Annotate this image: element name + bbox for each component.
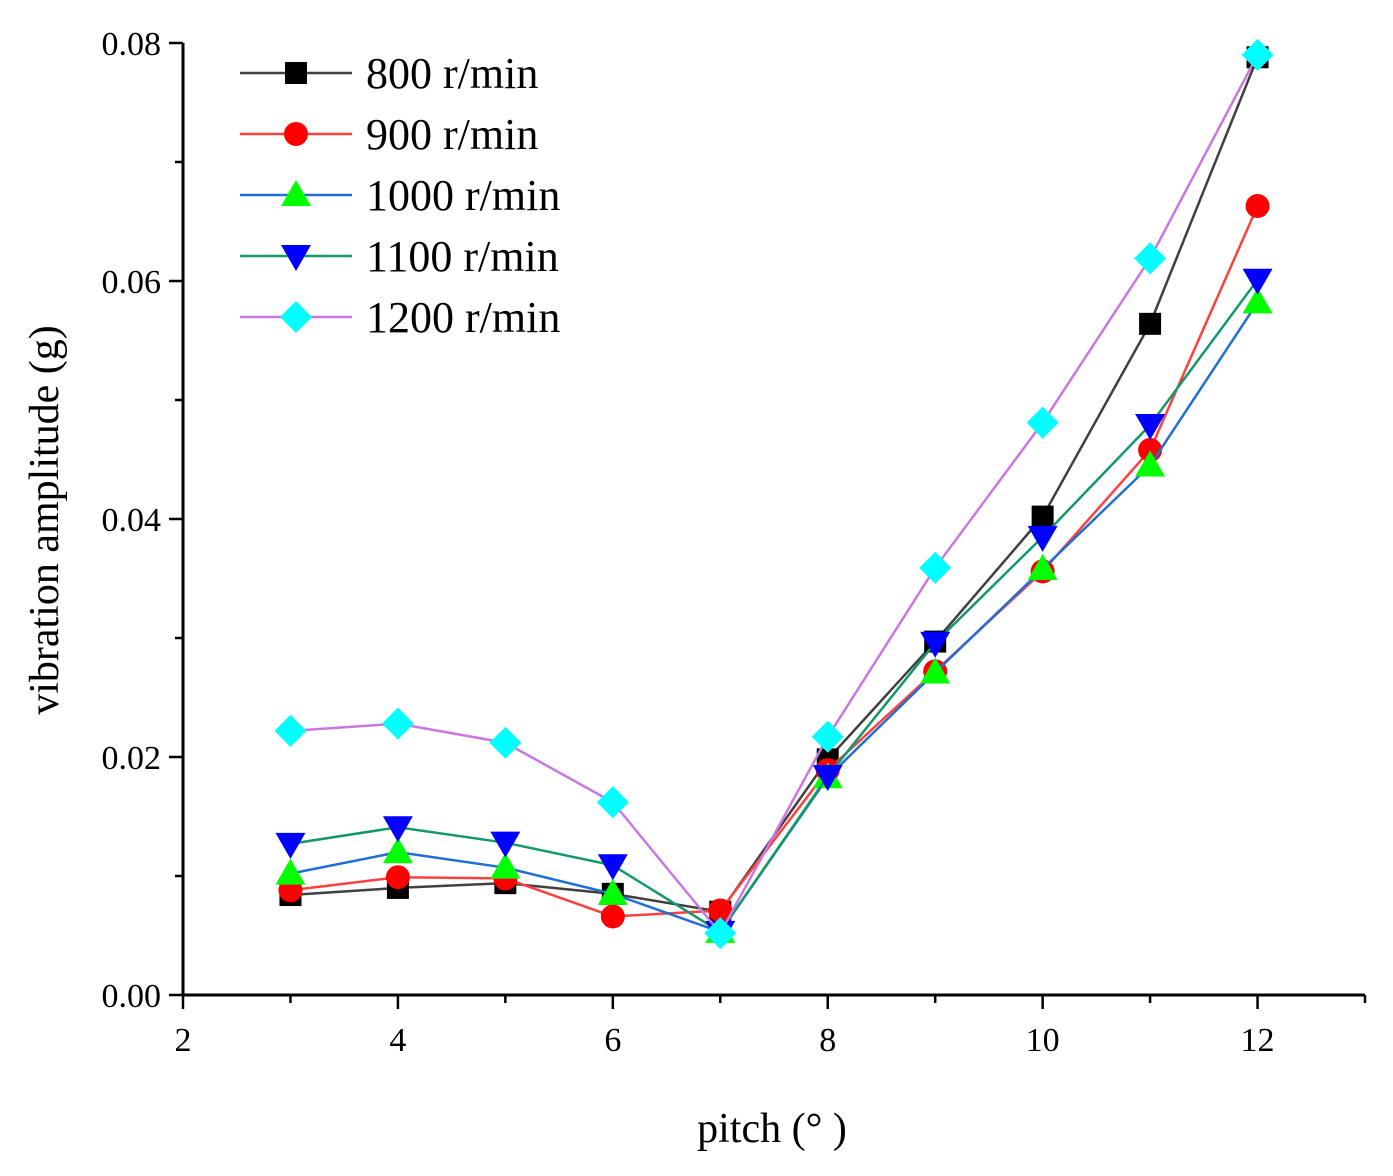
legend-swatch-marker: [284, 122, 308, 146]
legend: 800 r/min 900 r/min 1000 r/min 1100 r/min 12…: [240, 49, 560, 342]
data-point: [1026, 406, 1059, 439]
legend-label: 1200 r/min: [366, 293, 560, 342]
data-point: [1135, 413, 1166, 440]
data-point: [1242, 268, 1273, 295]
x-tick-label: 2: [175, 1022, 192, 1059]
data-point: [1241, 38, 1274, 71]
legend-label: 1100 r/min: [366, 232, 559, 281]
y-tick-label: 0.04: [102, 502, 162, 539]
data-point: [1027, 525, 1058, 552]
data-point: [1139, 312, 1162, 335]
data-point: [274, 714, 307, 747]
series-line: [290, 279, 1259, 934]
data-point: [382, 837, 413, 864]
legend-item: 900 r/min: [240, 110, 538, 159]
series-1000-r-min: [275, 287, 1273, 943]
data-point: [490, 852, 521, 879]
x-tick-label: 12: [1241, 1022, 1275, 1059]
data-point: [490, 831, 521, 858]
data-point: [275, 858, 306, 885]
legend-swatch-marker: [280, 301, 312, 333]
data-point: [920, 657, 951, 684]
legend-item: 1000 r/min: [240, 171, 560, 220]
data-point: [385, 865, 410, 890]
legend-item: 1100 r/min: [240, 232, 559, 281]
legend-label: 1000 r/min: [366, 171, 560, 220]
legend-swatch-marker: [281, 180, 311, 206]
x-tick-label: 6: [604, 1022, 621, 1059]
legend-label: 800 r/min: [366, 49, 538, 98]
data-point: [381, 707, 414, 740]
data-point: [1134, 242, 1167, 275]
y-tick-label: 0.00: [102, 978, 162, 1015]
x-tick-label: 4: [389, 1022, 406, 1059]
legend-label: 900 r/min: [366, 110, 538, 159]
data-point: [1031, 505, 1054, 528]
legend-swatch-marker: [285, 62, 307, 84]
data-point: [600, 904, 625, 929]
series-line: [290, 205, 1259, 918]
x-tick-label: 8: [819, 1022, 836, 1059]
data-point: [596, 786, 629, 819]
x-tick-label: 10: [1026, 1022, 1060, 1059]
legend-item: 1200 r/min: [240, 293, 560, 342]
data-point: [597, 854, 628, 881]
data-point: [704, 917, 737, 950]
data-point: [597, 878, 628, 905]
data-point: [489, 726, 522, 759]
data-point: [1027, 553, 1058, 580]
data-point: [920, 631, 951, 658]
data-point: [1245, 194, 1270, 219]
data-point: [382, 816, 413, 843]
series-line: [290, 54, 1259, 936]
data-point: [1135, 450, 1166, 477]
y-axis-title: vibration amplitude (g): [22, 325, 68, 715]
y-tick-label: 0.06: [102, 264, 162, 301]
series-group: [274, 38, 1274, 950]
data-point: [1242, 287, 1273, 314]
axes: 2 4 6 8 10 12 0.00 0.02 0.04 0.06 0.08: [102, 26, 1367, 1059]
legend-item: 800 r/min: [240, 49, 538, 98]
x-axis-title: pitch (° ): [697, 1106, 847, 1152]
legend-swatch-marker: [281, 245, 311, 271]
data-point: [708, 898, 733, 923]
data-point: [919, 551, 952, 584]
data-point: [811, 720, 844, 753]
data-point: [275, 832, 306, 859]
y-tick-label: 0.02: [102, 740, 162, 777]
data-point: [812, 765, 843, 792]
y-tick-label: 0.08: [102, 26, 162, 63]
series-1200-r-min: [274, 38, 1274, 950]
